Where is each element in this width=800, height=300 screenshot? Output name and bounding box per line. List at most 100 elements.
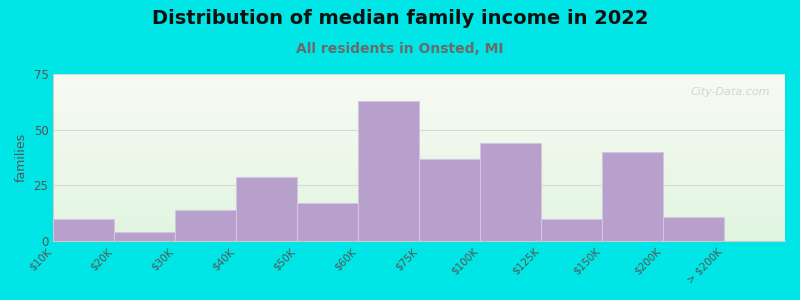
Bar — [54, 102, 785, 103]
Bar — [54, 162, 785, 163]
Bar — [54, 166, 785, 167]
Bar — [54, 199, 785, 200]
Bar — [54, 210, 785, 211]
Bar — [54, 89, 785, 90]
Bar — [54, 229, 785, 230]
Bar — [54, 157, 785, 158]
Bar — [54, 99, 785, 100]
Bar — [54, 98, 785, 99]
Bar — [54, 164, 785, 165]
Bar — [54, 213, 785, 214]
Bar — [54, 88, 785, 89]
Bar — [54, 117, 785, 118]
Bar — [54, 183, 785, 184]
Bar — [54, 198, 785, 199]
Bar — [54, 178, 785, 179]
Bar — [54, 201, 785, 202]
Bar — [54, 130, 785, 131]
Bar — [54, 177, 785, 178]
Bar — [54, 170, 785, 171]
Bar — [236, 177, 297, 241]
Bar — [54, 103, 785, 104]
Bar — [54, 106, 785, 107]
Bar — [54, 223, 785, 224]
Bar — [54, 209, 785, 210]
Bar — [54, 169, 785, 170]
Bar — [54, 211, 785, 212]
Bar — [54, 147, 785, 148]
Bar — [54, 173, 785, 174]
Bar — [54, 224, 785, 225]
Bar — [54, 141, 785, 142]
Bar — [54, 125, 785, 126]
Bar — [54, 113, 785, 114]
Bar — [54, 151, 785, 152]
Bar — [54, 217, 785, 218]
Bar — [358, 101, 419, 241]
Bar — [54, 146, 785, 147]
Bar — [54, 215, 785, 216]
Bar — [54, 123, 785, 124]
Bar — [54, 128, 785, 129]
Bar — [54, 120, 785, 121]
Bar — [54, 112, 785, 113]
Bar — [54, 108, 785, 109]
Bar — [54, 154, 785, 155]
Bar — [54, 181, 785, 182]
Bar — [54, 202, 785, 203]
Bar — [54, 188, 785, 189]
Bar — [54, 144, 785, 145]
Bar — [54, 121, 785, 122]
Bar — [54, 84, 785, 85]
Bar — [54, 155, 785, 156]
Bar — [54, 193, 785, 194]
Bar — [54, 219, 785, 220]
Bar — [54, 195, 785, 196]
Bar — [54, 179, 785, 180]
Bar — [541, 219, 602, 241]
Bar — [54, 109, 785, 110]
Bar — [54, 74, 785, 75]
Bar — [54, 94, 785, 95]
Bar — [54, 191, 785, 192]
Bar — [54, 172, 785, 173]
Bar — [54, 142, 785, 143]
Bar — [54, 192, 785, 193]
Bar — [54, 150, 785, 151]
Bar — [54, 227, 785, 228]
Bar — [54, 238, 785, 239]
Bar — [54, 171, 785, 172]
Bar — [54, 126, 785, 127]
Bar — [54, 136, 785, 137]
Bar — [54, 95, 785, 96]
Bar — [54, 93, 785, 94]
Bar — [54, 134, 785, 135]
Bar — [54, 237, 785, 238]
Bar — [54, 230, 785, 231]
Bar — [54, 207, 785, 208]
Bar — [54, 168, 785, 169]
Bar — [54, 186, 785, 187]
Bar — [54, 100, 785, 101]
Text: All residents in Onsted, MI: All residents in Onsted, MI — [296, 42, 504, 56]
Bar — [54, 124, 785, 125]
Bar — [54, 83, 785, 84]
Bar — [54, 222, 785, 223]
Bar — [54, 140, 785, 141]
Bar — [54, 77, 785, 78]
Bar — [54, 184, 785, 185]
Bar — [54, 80, 785, 81]
Bar — [54, 225, 785, 226]
Bar — [54, 139, 785, 140]
Bar — [54, 231, 785, 232]
Bar — [54, 116, 785, 117]
Bar — [54, 153, 785, 154]
Bar — [54, 204, 785, 205]
Bar — [54, 105, 785, 106]
Bar — [54, 79, 785, 80]
Bar — [54, 118, 785, 119]
Bar — [54, 228, 785, 229]
Bar — [54, 107, 785, 108]
Bar — [54, 182, 785, 183]
Bar — [54, 145, 785, 146]
